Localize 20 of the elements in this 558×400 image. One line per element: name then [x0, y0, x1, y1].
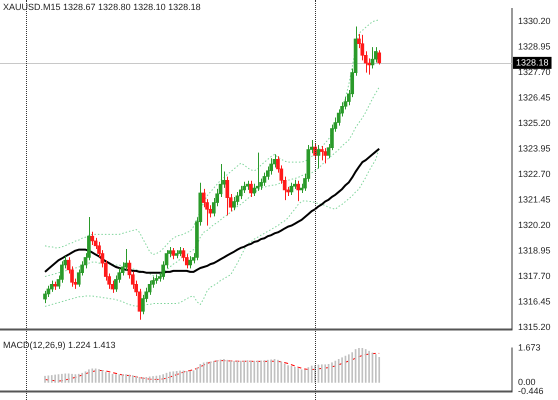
- y-tick-label: 1.673: [518, 342, 541, 352]
- y-tick-label: 0.00: [518, 376, 536, 387]
- y-tick-label: 1326.45: [518, 92, 551, 103]
- y-tick-label: 1316.45: [518, 296, 551, 307]
- y-tick-label: 1327.70: [518, 67, 551, 78]
- y-tick-label: 1325.20: [518, 118, 551, 128]
- y-tick-label: 1323.95: [518, 144, 551, 154]
- chart-title: MACD(12,26,9) 1.224 1.413: [3, 340, 116, 350]
- y-tick-label: 1315.20: [518, 322, 551, 332]
- ref-line-label: 1328.18: [516, 57, 549, 68]
- chart-title: XAUUSD.M15 1328.67 1328.80 1328.10 1328.18: [3, 2, 201, 12]
- y-tick-label: 1321.45: [518, 194, 551, 205]
- y-tick-label: -0.446: [518, 386, 544, 396]
- y-tick-label: 1317.70: [518, 271, 551, 282]
- y-tick-label: 1328.95: [518, 42, 551, 52]
- y-tick-label: 1320.20: [518, 220, 551, 230]
- y-tick-label: 1330.20: [518, 16, 551, 26]
- y-tick-label: 1322.70: [518, 169, 551, 180]
- line-series: [44, 352, 380, 382]
- y-tick-label: 1318.95: [518, 246, 551, 256]
